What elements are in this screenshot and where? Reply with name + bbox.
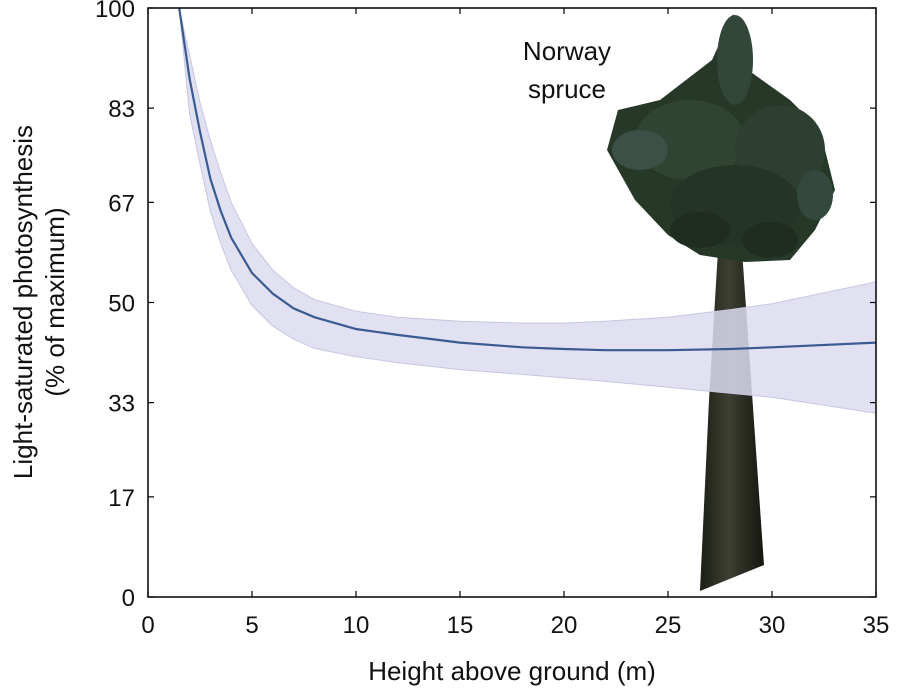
y-axis-title-line-1: Light-saturated photosynthesis — [8, 125, 38, 479]
y-tick-label: 67 — [108, 190, 135, 217]
norway-spruce-tree-image — [607, 14, 835, 591]
annotation-norway: Norway — [523, 36, 611, 66]
y-tick-label: 0 — [122, 585, 135, 612]
y-tick-label: 33 — [108, 391, 135, 418]
tree-crown — [607, 14, 835, 262]
x-tick-label: 35 — [863, 612, 890, 639]
y-axis-ticks: 0 17 33 50 67 83 100 — [95, 0, 876, 612]
y-tick-label: 17 — [108, 485, 135, 512]
y-tick-label: 50 — [108, 291, 135, 318]
x-tick-label: 5 — [245, 612, 258, 639]
x-axis-ticks: 0 5 10 15 20 25 30 35 — [141, 8, 889, 639]
y-axis-title: Light-saturated photosynthesis (% of max… — [8, 125, 70, 479]
x-tick-label: 20 — [551, 612, 578, 639]
x-axis-title: Height above ground (m) — [368, 656, 656, 686]
y-axis-title-line-2: (% of maximum) — [40, 207, 70, 396]
uncertainty-band — [178, 8, 876, 414]
y-tick-label: 100 — [95, 0, 135, 23]
x-tick-label: 30 — [759, 612, 786, 639]
plot-area — [178, 8, 876, 414]
x-tick-label: 15 — [447, 612, 474, 639]
series-line — [178, 8, 876, 352]
x-tick-label: 0 — [141, 612, 154, 639]
annotation-spruce: spruce — [528, 74, 606, 104]
x-tick-label: 10 — [343, 612, 370, 639]
y-tick-label: 83 — [108, 96, 135, 123]
plot-frame — [147, 7, 877, 598]
x-tick-label: 25 — [655, 612, 682, 639]
tree-trunk — [700, 250, 764, 591]
